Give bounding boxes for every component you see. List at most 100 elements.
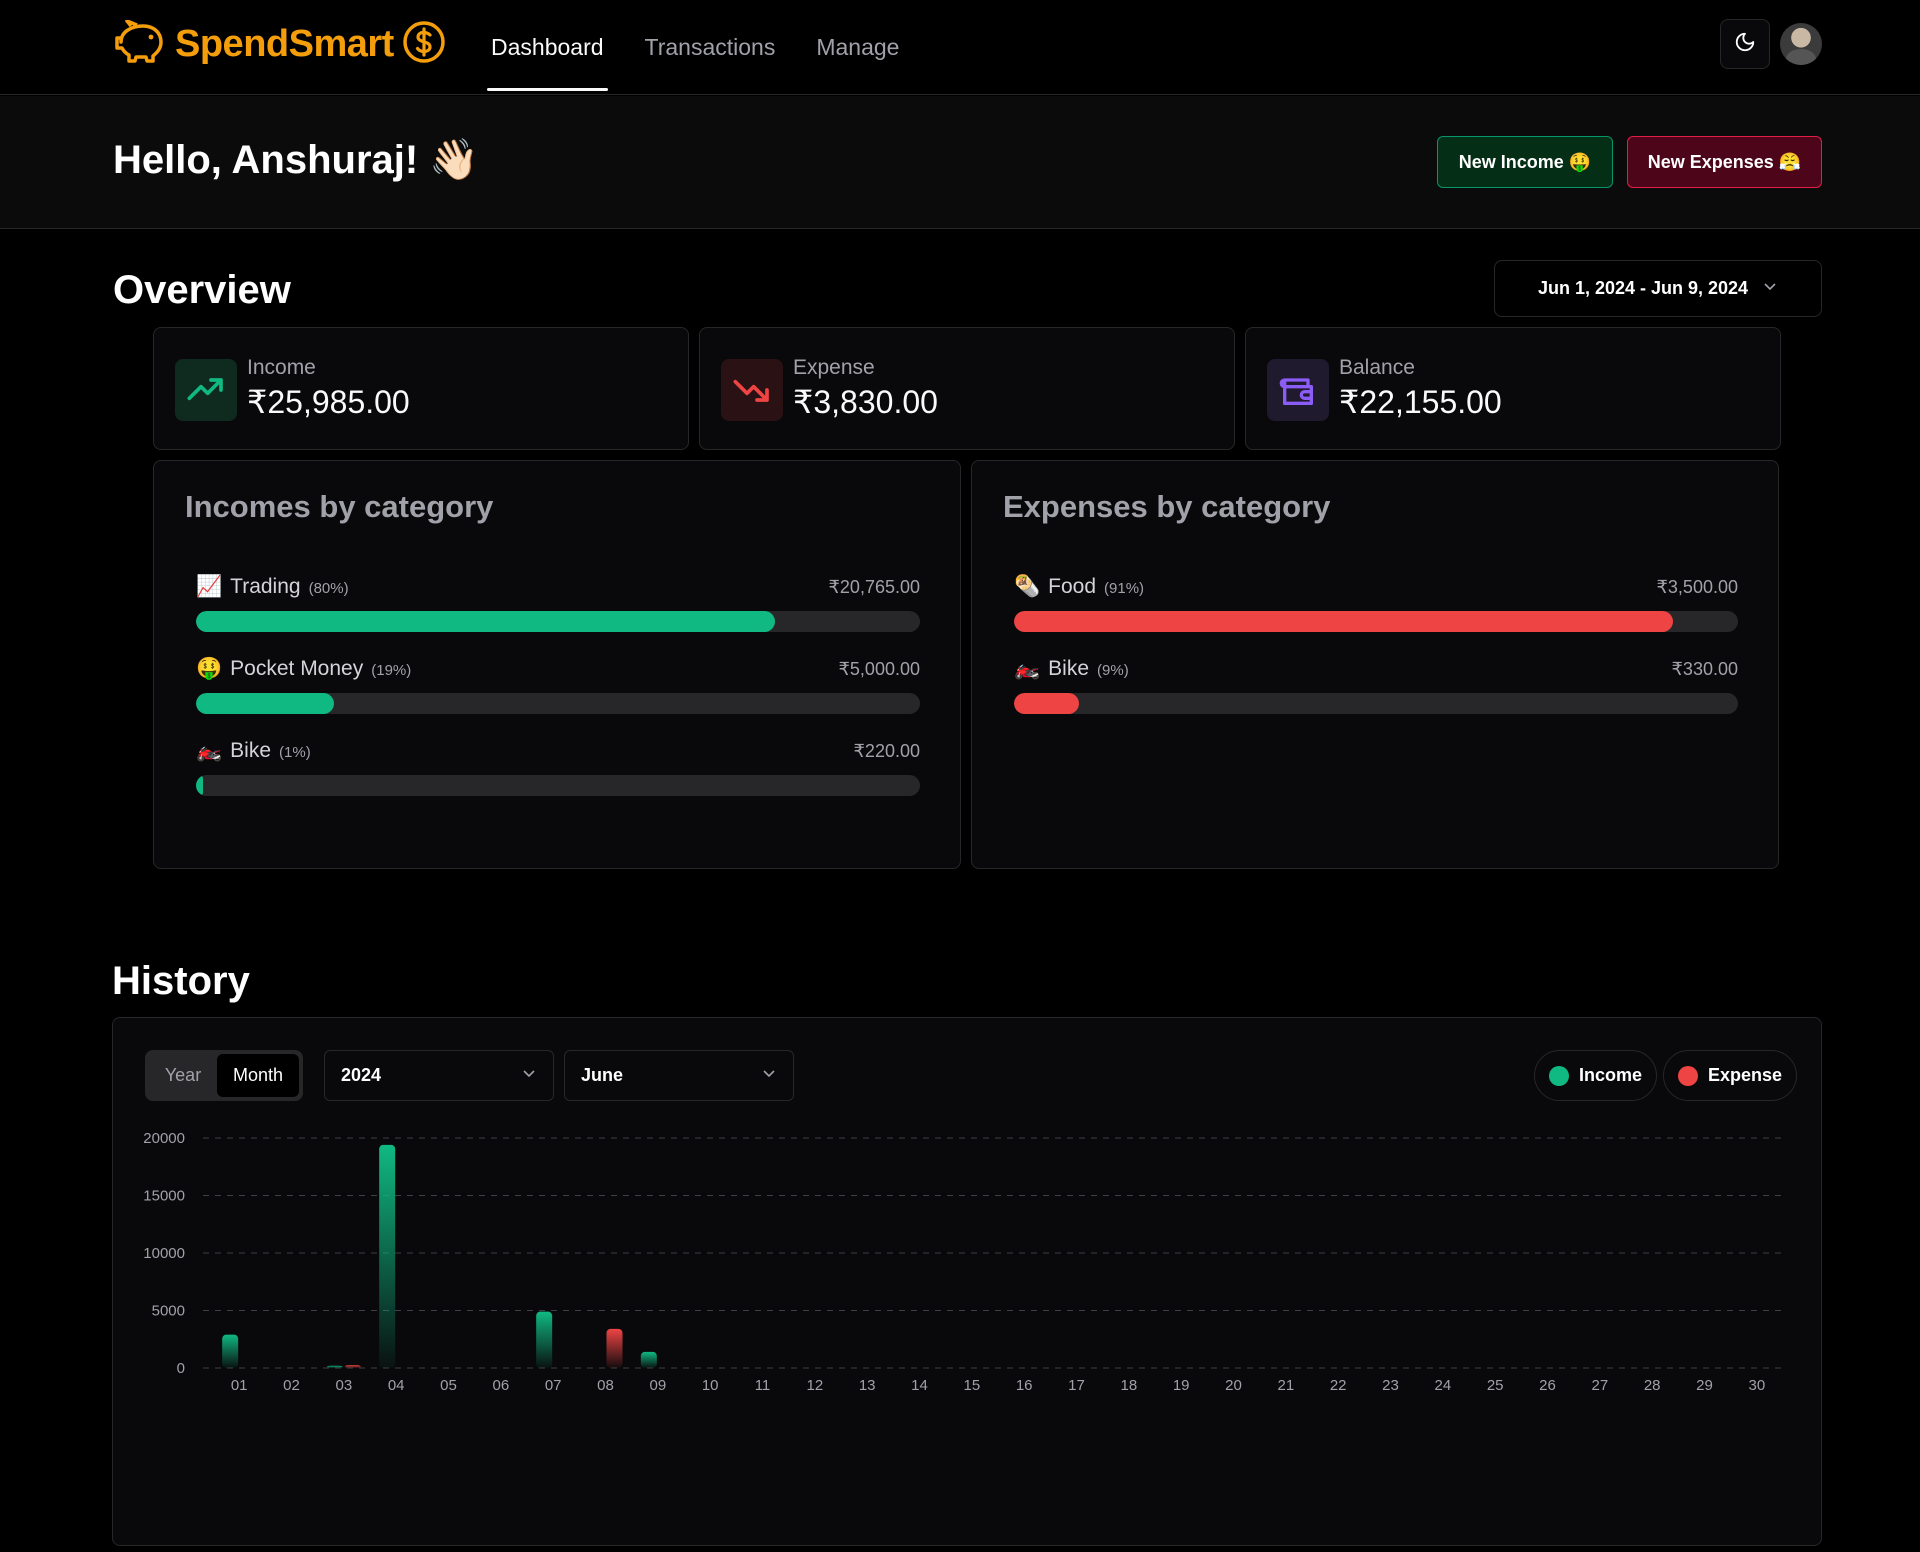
income-bar <box>640 1351 657 1368</box>
income-bar <box>222 1334 239 1368</box>
greeting-banner: Hello, Anshuraj! 👋🏻 New Income 🤑 New Exp… <box>0 96 1920 229</box>
date-range-picker[interactable]: Jun 1, 2024 - Jun 9, 2024 <box>1494 260 1822 317</box>
balance-value: ₹22,155.00 <box>1339 384 1502 420</box>
income-category-row: 🏍️ Bike (1%) ₹220.00 <box>196 739 920 799</box>
x-tick-label: 08 <box>597 1377 614 1394</box>
x-tick-label: 23 <box>1382 1377 1399 1394</box>
logo[interactable]: SpendSmart <box>113 18 446 69</box>
period-toggle: Year Month <box>145 1050 303 1101</box>
legend-income[interactable]: Income <box>1534 1050 1658 1101</box>
greeting-text: Hello, Anshuraj! 👋🏻 <box>113 138 480 182</box>
x-tick-label: 24 <box>1434 1377 1451 1394</box>
top-navbar: SpendSmart Dashboard Transactions Manage <box>0 0 1920 95</box>
x-tick-label: 21 <box>1277 1377 1294 1394</box>
date-range-value: Jun 1, 2024 - Jun 9, 2024 <box>1537 278 1749 298</box>
x-tick-label: 11 <box>755 1377 771 1394</box>
theme-toggle-button[interactable] <box>1720 19 1770 69</box>
legend-expense[interactable]: Expense <box>1663 1050 1798 1101</box>
x-tick-label: 12 <box>806 1377 823 1394</box>
year-select[interactable]: 2024 <box>324 1050 554 1101</box>
income-bar <box>379 1144 396 1368</box>
category-emoji: 🏍️ <box>1014 657 1041 680</box>
y-tick-label: 20000 <box>143 1130 185 1147</box>
category-emoji: 🏍️ <box>196 739 223 762</box>
expense-dot-icon <box>1678 1065 1698 1086</box>
y-tick-label: 15000 <box>143 1188 185 1205</box>
x-tick-label: 04 <box>388 1377 405 1394</box>
month-select-value: June <box>581 1065 624 1085</box>
category-label: Pocket Money <box>230 657 364 680</box>
income-label: Income <box>247 356 316 379</box>
new-expense-button[interactable]: New Expenses 😤 <box>1627 136 1822 188</box>
x-tick-label: 22 <box>1330 1377 1347 1394</box>
x-tick-label: 10 <box>702 1377 719 1394</box>
category-emoji: 🤑 <box>196 657 223 680</box>
category-amount: ₹220.00 <box>853 741 920 761</box>
expenses-by-category-title: Expenses by category <box>1003 489 1331 524</box>
x-tick-label: 09 <box>649 1377 666 1394</box>
nav-manage[interactable]: Manage <box>816 34 900 60</box>
history-card: Year Month 2024 June Income Expense 0 500… <box>112 1017 1822 1546</box>
category-percent: (80%) <box>308 580 349 597</box>
progress-track <box>196 693 920 714</box>
income-category-row: 📈 Trading (80%) ₹20,765.00 <box>196 575 920 635</box>
income-stat-card: Income ₹25,985.00 <box>153 327 689 450</box>
category-name: 🏍️ Bike (9%) <box>1014 657 1129 681</box>
toggle-year[interactable]: Year <box>164 1065 202 1085</box>
category-name: 🏍️ Bike (1%) <box>196 739 311 763</box>
category-name: 🤑 Pocket Money (19%) <box>196 657 411 681</box>
balance-stat-card: Balance ₹22,155.00 <box>1245 327 1781 450</box>
progress-fill <box>196 693 334 714</box>
moon-icon <box>1734 31 1756 58</box>
progress-fill <box>1014 693 1080 714</box>
y-tick-label: 0 <box>177 1360 185 1377</box>
nav-dashboard[interactable]: Dashboard <box>487 0 608 95</box>
toggle-month[interactable]: Month <box>217 1054 299 1097</box>
history-chart: 0 5000 10000 15000 20000 01 02 03 04 05 06 07 08 09 10… <box>143 1130 1783 1394</box>
x-tick-label: 07 <box>545 1377 562 1394</box>
incomes-by-category-title: Incomes by category <box>185 489 494 524</box>
trending-down-icon <box>721 359 783 421</box>
chevron-down-icon <box>1762 278 1778 299</box>
category-label: Bike <box>230 739 272 762</box>
x-tick-label: 02 <box>283 1377 300 1394</box>
category-percent: (19%) <box>371 662 412 679</box>
category-percent: (9%) <box>1097 662 1129 679</box>
chevron-down-icon <box>521 1065 537 1086</box>
piggy-bank-icon <box>113 18 167 69</box>
balance-label: Balance <box>1339 356 1415 379</box>
user-avatar[interactable] <box>1780 23 1822 65</box>
category-emoji: 🌯 <box>1014 575 1041 598</box>
income-bar <box>536 1311 553 1368</box>
x-tick-label: 05 <box>440 1377 457 1394</box>
trending-up-icon <box>175 359 237 421</box>
legend-expense-label: Expense <box>1708 1065 1783 1085</box>
income-category-row: 🤑 Pocket Money (19%) ₹5,000.00 <box>196 657 920 717</box>
x-tick-label: 06 <box>492 1377 509 1394</box>
x-tick-label: 13 <box>859 1377 876 1394</box>
x-tick-label: 30 <box>1748 1377 1765 1394</box>
category-percent: (1%) <box>279 744 311 761</box>
x-tick-label: 26 <box>1539 1377 1556 1394</box>
overview-title: Overview <box>113 268 291 312</box>
expense-bar <box>344 1365 361 1368</box>
income-value: ₹25,985.00 <box>247 384 410 420</box>
expense-category-row: 🌯 Food (91%) ₹3,500.00 <box>1014 575 1738 635</box>
x-tick-label: 25 <box>1487 1377 1504 1394</box>
progress-fill <box>196 775 204 796</box>
chevron-down-icon <box>761 1065 777 1086</box>
category-emoji: 📈 <box>196 575 223 598</box>
category-amount: ₹5,000.00 <box>838 659 920 679</box>
y-tick-label: 5000 <box>152 1303 185 1320</box>
month-select[interactable]: June <box>564 1050 794 1101</box>
new-income-button[interactable]: New Income 🤑 <box>1437 136 1613 188</box>
expenses-by-category-card: Expenses by category 🌯 Food (91%) ₹3,500… <box>971 460 1779 869</box>
x-tick-label: 01 <box>231 1377 248 1394</box>
x-tick-label: 18 <box>1120 1377 1137 1394</box>
legend-income-label: Income <box>1579 1065 1643 1085</box>
x-tick-label: 16 <box>1016 1377 1033 1394</box>
x-tick-label: 28 <box>1644 1377 1661 1394</box>
progress-track <box>196 611 920 632</box>
x-tick-label: 29 <box>1696 1377 1713 1394</box>
nav-transactions[interactable]: Transactions <box>644 34 776 60</box>
